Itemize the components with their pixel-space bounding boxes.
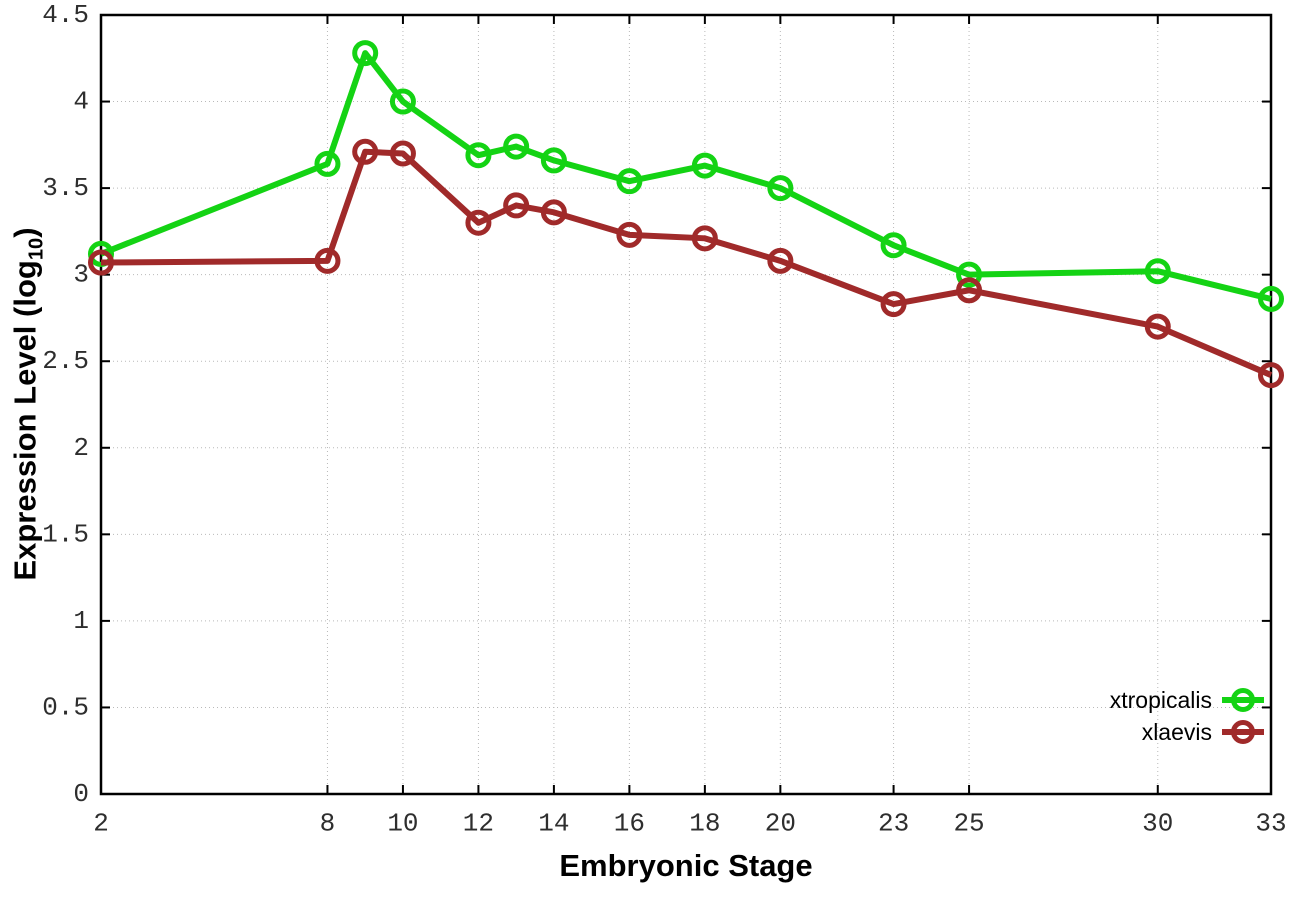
y-tick-label: 2.5 <box>42 346 89 376</box>
data-point-xlaevis <box>1144 313 1171 340</box>
y-tick-label: 4 <box>73 87 89 117</box>
data-point-xlaevis <box>956 277 983 304</box>
data-point-xlaevis <box>352 138 379 165</box>
data-point-xtropicalis <box>88 240 114 267</box>
data-point-xlaevis <box>691 225 718 252</box>
data-point-xlaevis <box>767 247 794 274</box>
x-tick-label: 10 <box>387 809 418 839</box>
data-point-xlaevis <box>616 221 643 248</box>
data-point-xtropicalis <box>880 232 907 259</box>
data-point-xtropicalis <box>767 175 794 202</box>
legend-label-xlaevis: xlaevis <box>1141 718 1212 745</box>
x-tick-label: 16 <box>614 809 645 839</box>
x-tick-label: 25 <box>953 809 984 839</box>
y-tick-label: 1 <box>73 606 89 636</box>
data-point-xlaevis <box>465 209 492 236</box>
data-point-xlaevis <box>540 199 567 226</box>
data-point-xtropicalis <box>314 150 341 177</box>
y-axis-title-text: Expression Level (log <box>7 260 43 581</box>
legend-sample-circle-icon <box>1231 720 1255 744</box>
data-point-xtropicalis <box>616 168 643 195</box>
legend-marker-xlaevis <box>1222 720 1264 744</box>
y-tick-label: 0 <box>73 779 89 809</box>
data-point-xlaevis <box>389 140 416 167</box>
legend-item-xlaevis: xlaevis <box>1142 716 1264 748</box>
data-point-xlaevis <box>1258 362 1284 389</box>
y-tick-label: 0.5 <box>42 692 89 722</box>
y-tick-label: 2 <box>73 433 89 463</box>
legend-sample-circle-icon <box>1231 688 1255 712</box>
y-tick-label: 1.5 <box>42 519 89 549</box>
y-tick-label: 3 <box>73 260 89 290</box>
x-axis-title: Embryonic Stage <box>559 848 813 883</box>
data-point-xtropicalis <box>352 40 379 67</box>
y-axis-title: Expression Level (log10) <box>7 227 48 580</box>
data-point-xtropicalis <box>1258 285 1284 312</box>
plot-border <box>99 13 1273 796</box>
x-tick-label: 33 <box>1255 809 1286 839</box>
y-tick-label: 4.5 <box>42 0 89 30</box>
x-tick-label: 12 <box>463 809 494 839</box>
legend-marker-xtropicalis <box>1222 688 1264 712</box>
data-point-xlaevis <box>503 192 530 219</box>
y-axis-title-subscript: 10 <box>25 237 48 261</box>
data-point-xtropicalis <box>1144 258 1171 285</box>
data-point-xlaevis <box>88 249 114 276</box>
x-tick-label: 20 <box>765 809 796 839</box>
x-tick-label: 2 <box>93 809 109 839</box>
data-point-xtropicalis <box>691 152 718 179</box>
x-tick-label: 23 <box>878 809 909 839</box>
data-point-xtropicalis <box>389 88 416 115</box>
data-point-xlaevis <box>880 291 907 318</box>
data-point-xtropicalis <box>503 133 530 160</box>
data-point-xtropicalis <box>465 142 492 169</box>
x-tick-label: 30 <box>1142 809 1173 839</box>
data-point-xtropicalis <box>956 261 983 288</box>
y-axis-title-suffix: ) <box>7 227 43 238</box>
x-tick-label: 8 <box>320 809 336 839</box>
data-point-xtropicalis <box>540 147 567 174</box>
legend-item-xtropicalis: xtropicalis <box>1110 684 1264 716</box>
data-point-xlaevis <box>314 247 341 274</box>
y-tick-label: 3.5 <box>42 173 89 203</box>
legend-label-xtropicalis: xtropicalis <box>1109 686 1212 713</box>
x-tick-label: 14 <box>538 809 569 839</box>
x-tick-label: 18 <box>689 809 720 839</box>
legend: xtropicalis xlaevis <box>1110 684 1264 748</box>
